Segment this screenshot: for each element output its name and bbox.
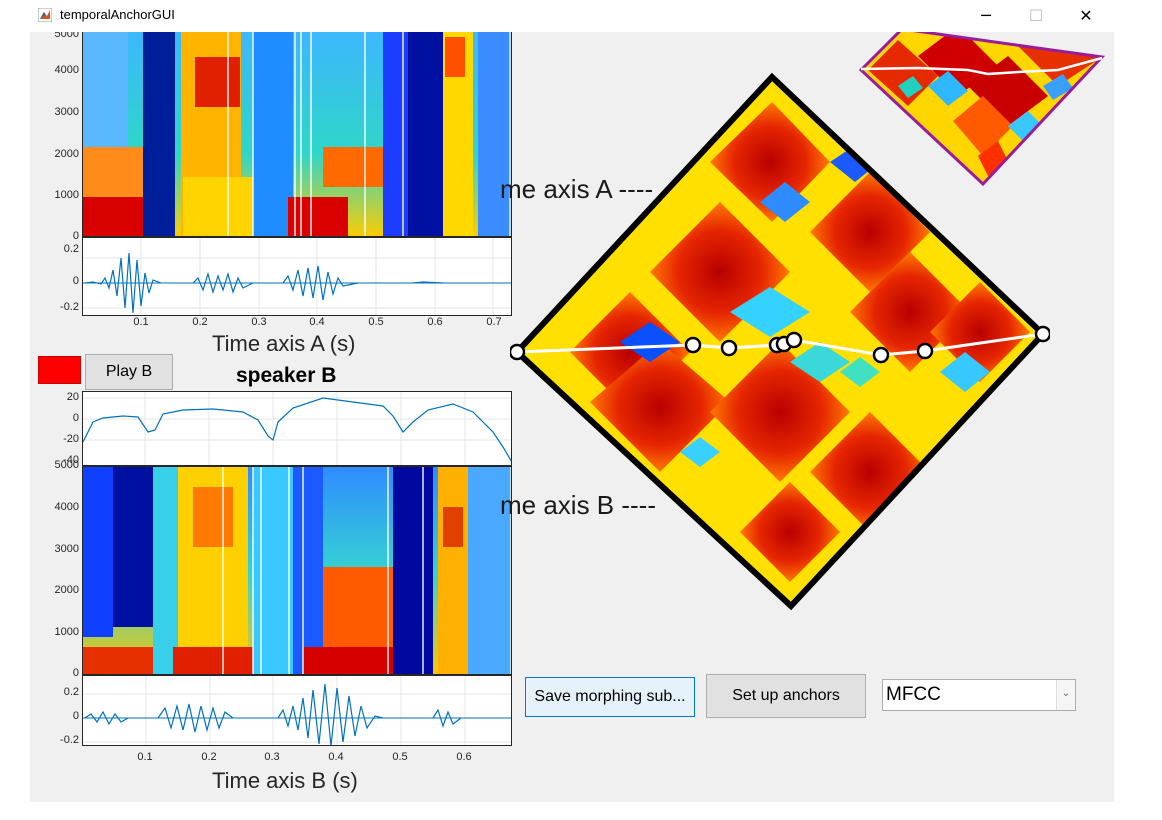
speaker-a-xtick: 0.3 [251, 316, 267, 328]
speaker-a-spec-ytick: 2000 [54, 148, 79, 160]
speaker-a-xtick: 0.6 [427, 316, 443, 328]
speaker-b-spectrogram[interactable] [82, 466, 512, 675]
speaker-a-xlabel: Time axis A (s) [212, 331, 356, 356]
distance-map[interactable] [510, 72, 1050, 612]
maximize-button[interactable]: ☐ [1028, 6, 1044, 25]
speaker-a-wave-ytick: 0 [72, 275, 79, 287]
speaker-b-spec-ytick: 2000 [54, 584, 79, 596]
anchor-point[interactable] [684, 336, 702, 354]
speaker-b-spec-ytick: 3000 [54, 543, 79, 555]
speaker-b-xtick: 0.3 [264, 751, 280, 763]
anchor-point[interactable] [1034, 325, 1050, 343]
speaker-a-spec-ytick: 5000 [54, 32, 79, 40]
anchor-point[interactable] [785, 331, 803, 349]
speaker-a-xtick: 0.7 [486, 316, 502, 328]
figure-client-area: 5000 4000 3000 2000 1000 0 0.2 0 -0.2 0.… [30, 32, 1114, 802]
speaker-b-spec-ytick: 4000 [54, 501, 79, 513]
speaker-a-xtick: 0.5 [368, 316, 384, 328]
speaker-b-xtick: 0.6 [456, 751, 472, 763]
speaker-a-waveform[interactable] [82, 237, 512, 316]
speaker-b-xlabel: Time axis B (s) [212, 768, 358, 793]
time-axis-b-label: me axis B ---- [500, 490, 656, 520]
speaker-b-wave-ytick: -0.2 [60, 734, 79, 746]
speaker-a-xtick: 0.2 [192, 316, 208, 328]
window-title: temporalAnchorGUI [60, 7, 175, 22]
speaker-a-spec-ytick: 4000 [54, 64, 79, 76]
anchor-point[interactable] [510, 343, 526, 361]
speaker-b-spec-ytick: 0 [72, 667, 79, 679]
speaker-b-waveform[interactable] [82, 675, 512, 746]
speaker-b-f0-ytick: -40 [63, 454, 79, 464]
thumbnail-distance-map[interactable] [858, 32, 1110, 190]
speaker-b-color-swatch[interactable] [38, 356, 81, 384]
speaker-a-xtick: 0.4 [309, 316, 325, 328]
speaker-b-f0-ytick: -20 [63, 433, 79, 445]
speaker-b-f0-ytick: 20 [66, 391, 79, 403]
speaker-b-spec-ytick: 5000 [54, 459, 79, 471]
time-axis-a-label: me axis A ---- [500, 174, 654, 204]
anchor-point[interactable] [916, 342, 934, 360]
speaker-b-spec-ytick: 1000 [54, 626, 79, 638]
anchor-point[interactable] [720, 339, 738, 357]
matlab-icon [38, 8, 52, 22]
speaker-a-xtick: 0.1 [133, 316, 149, 328]
play-b-button[interactable]: Play B [85, 354, 173, 390]
speaker-a-wave-ytick: 0.2 [63, 243, 79, 255]
speaker-a-spec-ytick: 3000 [54, 106, 79, 118]
speaker-a-spec-ytick: 0 [72, 230, 79, 242]
speaker-b-xtick: 0.4 [328, 751, 344, 763]
close-button[interactable]: ✕ [1079, 6, 1093, 25]
minimize-button[interactable]: ─ [981, 6, 991, 25]
anchor-point[interactable] [872, 346, 890, 364]
title-bar: temporalAnchorGUI ─ ☐ ✕ [0, 0, 1162, 32]
speaker-a-spectrogram[interactable] [82, 32, 512, 237]
speaker-b-f0-plot[interactable] [82, 391, 512, 466]
speaker-b-wave-ytick: 0 [72, 710, 79, 722]
speaker-b-f0-ytick: 0 [72, 412, 79, 424]
speaker-b-xtick: 0.5 [392, 751, 408, 763]
speaker-b-xtick: 0.1 [137, 751, 153, 763]
feature-dropdown[interactable]: MFCC ⌄ [882, 679, 1076, 711]
setup-anchors-button[interactable]: Set up anchors [706, 674, 866, 718]
chevron-down-icon[interactable]: ⌄ [1056, 680, 1075, 710]
speaker-b-wave-ytick: 0.2 [63, 686, 79, 698]
feature-dropdown-value: MFCC [886, 684, 941, 705]
save-morphing-button[interactable]: Save morphing sub... [525, 677, 695, 717]
speaker-b-xtick: 0.2 [201, 751, 217, 763]
speaker-b-title: speaker B [236, 364, 337, 387]
speaker-a-wave-ytick: -0.2 [60, 301, 79, 313]
speaker-a-spec-ytick: 1000 [54, 189, 79, 201]
